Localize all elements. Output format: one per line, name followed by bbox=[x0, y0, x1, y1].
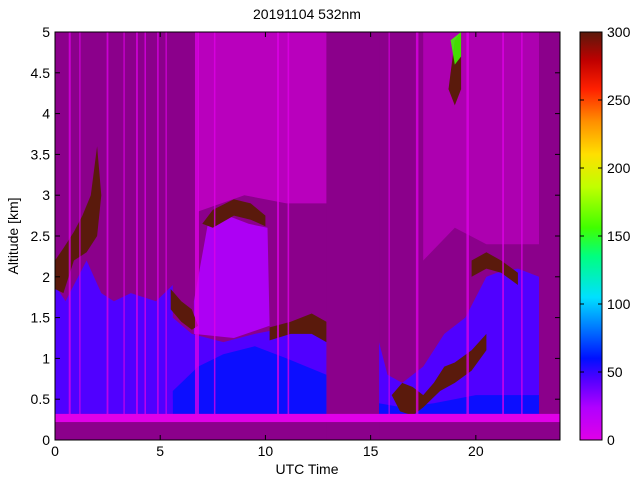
precipitation-streak bbox=[123, 32, 125, 416]
cloud-layer-evening-high bbox=[471, 252, 518, 285]
precipitation-streak bbox=[466, 32, 469, 416]
y-tick-label: 2 bbox=[42, 269, 50, 285]
colorbar-tick-label: 250 bbox=[607, 92, 631, 108]
cirrus-green-edge bbox=[450, 32, 462, 65]
cloud-layer-morning bbox=[202, 199, 266, 228]
precipitation-streak bbox=[144, 32, 146, 416]
backscatter-layers bbox=[55, 32, 560, 440]
colorbar-tick-label: 150 bbox=[607, 228, 631, 244]
precipitation-streak bbox=[287, 32, 290, 416]
heatmap-plot-area bbox=[55, 32, 560, 440]
residual-layer bbox=[193, 215, 270, 338]
x-tick-label: 20 bbox=[468, 443, 484, 459]
cloud-layer-early bbox=[55, 146, 102, 294]
y-tick-label: 3 bbox=[42, 187, 50, 203]
cloud-layer-noon bbox=[269, 313, 327, 343]
colorbar-tick-label: 50 bbox=[607, 364, 623, 380]
precipitation-streak bbox=[165, 32, 167, 416]
y-tick-label: 2.5 bbox=[31, 228, 51, 244]
y-tick-label: 4.5 bbox=[31, 65, 51, 81]
y-axis-label: Altitude [km] bbox=[5, 197, 21, 274]
precipitation-streak bbox=[213, 32, 216, 416]
cloud-layer-evening-low bbox=[391, 333, 487, 416]
y-tick-label: 0 bbox=[42, 432, 50, 448]
x-axis-ticks: 0 5 10 15 20 bbox=[51, 32, 484, 459]
x-tick-label: 0 bbox=[51, 443, 59, 459]
precipitation-streak bbox=[79, 32, 81, 416]
precipitation-streak bbox=[415, 32, 419, 416]
x-tick-label: 15 bbox=[363, 443, 379, 459]
y-tick-label: 1.5 bbox=[31, 310, 51, 326]
y-tick-label: 1 bbox=[42, 350, 50, 366]
colorbar-tick-label: 300 bbox=[607, 24, 631, 40]
x-tick-label: 10 bbox=[258, 443, 274, 459]
colorbar-tick-label: 200 bbox=[607, 160, 631, 176]
x-tick-label: 5 bbox=[156, 443, 164, 459]
y-tick-label: 3.5 bbox=[31, 146, 51, 162]
y-tick-label: 5 bbox=[42, 24, 50, 40]
x-axis-label: UTC Time bbox=[276, 461, 339, 477]
y-axis-ticks: 0 0.5 1 1.5 2 2.5 3 3.5 4 4.5 5 bbox=[31, 24, 560, 448]
precipitation-streak bbox=[502, 32, 504, 416]
aerosol-low-band bbox=[55, 399, 173, 414]
colorbar-tick-label: 100 bbox=[607, 296, 631, 312]
precipitation-streak bbox=[157, 32, 159, 416]
y-tick-label: 4 bbox=[42, 106, 50, 122]
precipitation-streak bbox=[68, 32, 71, 416]
colorbar-ticks: 0 50 100 150 200 250 300 bbox=[580, 24, 631, 448]
noise-region-morning bbox=[198, 32, 327, 212]
near-field-band bbox=[55, 413, 560, 423]
data-gap bbox=[326, 32, 380, 440]
precipitation-streak bbox=[106, 32, 109, 416]
evening-aerosol bbox=[379, 268, 539, 414]
precipitation-streak bbox=[277, 32, 280, 416]
colorbar-tick-label: 0 bbox=[607, 432, 615, 448]
y-tick-label: 0.5 bbox=[31, 391, 51, 407]
precipitation-streak bbox=[388, 32, 390, 416]
precipitation-streak bbox=[136, 32, 138, 416]
cloud-layer-descending bbox=[170, 289, 199, 330]
precipitation-streak bbox=[194, 32, 199, 416]
precipitation-streak bbox=[521, 32, 523, 416]
chart-title: 20191104 532nm bbox=[253, 6, 361, 22]
